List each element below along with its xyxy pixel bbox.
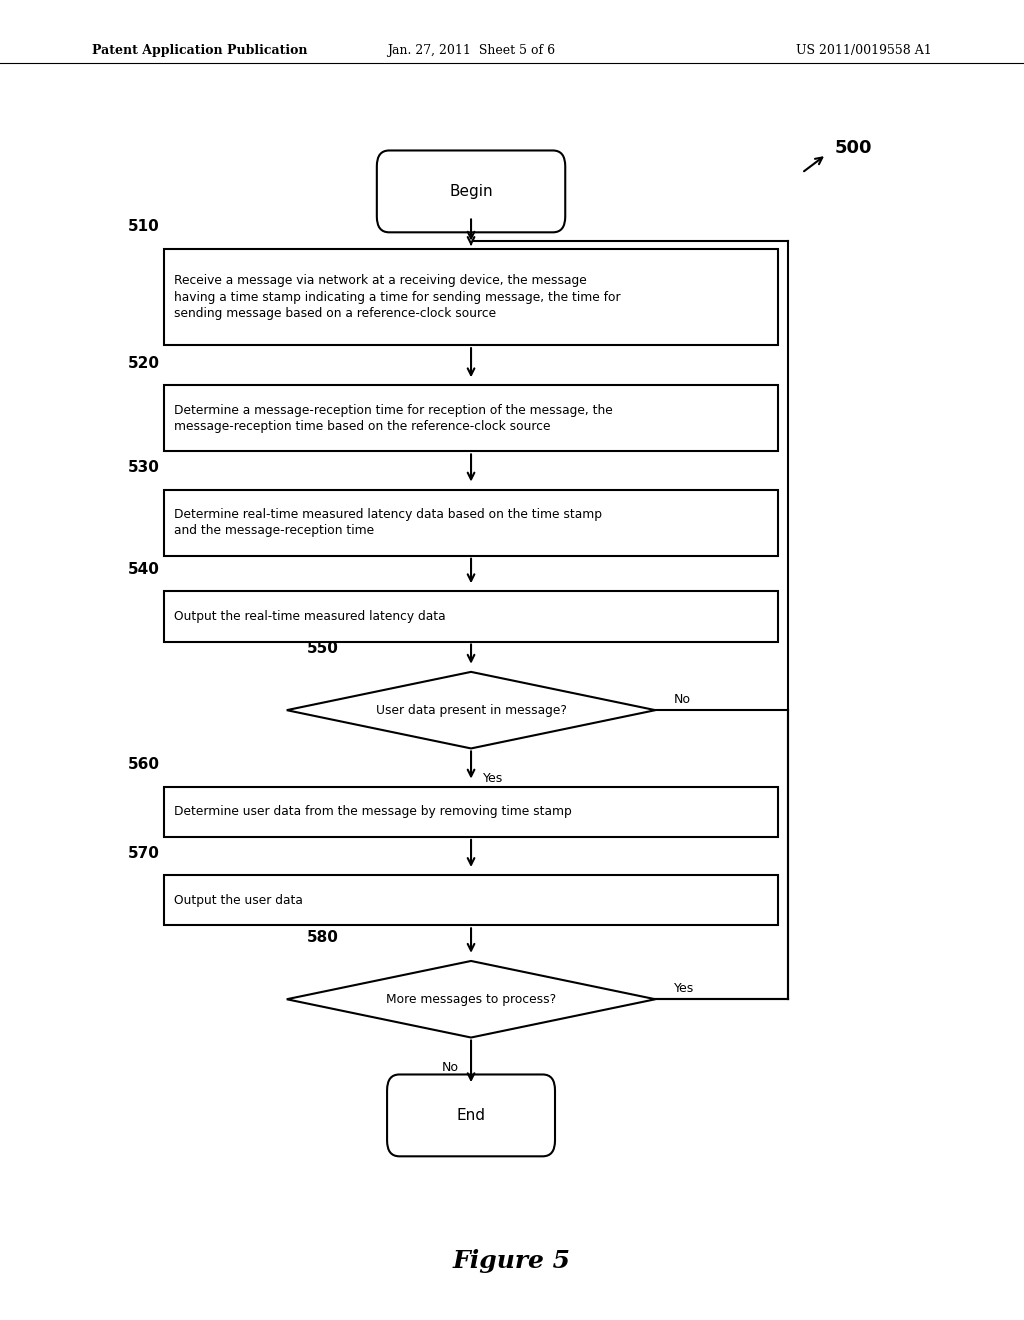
Text: Output the user data: Output the user data (174, 894, 303, 907)
Text: 540: 540 (128, 562, 160, 577)
Text: 550: 550 (307, 642, 339, 656)
Bar (164, 385, 778, 451)
Text: 520: 520 (128, 356, 160, 371)
Text: 560: 560 (128, 758, 160, 772)
Text: No: No (442, 1061, 459, 1074)
Text: US 2011/0019558 A1: US 2011/0019558 A1 (796, 44, 932, 57)
Text: 530: 530 (128, 461, 160, 475)
FancyBboxPatch shape (377, 150, 565, 232)
Text: Determine a message-reception time for reception of the message, the
message-rec: Determine a message-reception time for r… (174, 404, 612, 433)
Bar (164, 875, 778, 925)
Text: User data present in message?: User data present in message? (376, 704, 566, 717)
Text: More messages to process?: More messages to process? (386, 993, 556, 1006)
Text: Patent Application Publication: Patent Application Publication (92, 44, 307, 57)
Text: No: No (674, 693, 691, 706)
Text: End: End (457, 1107, 485, 1123)
Text: Jan. 27, 2011  Sheet 5 of 6: Jan. 27, 2011 Sheet 5 of 6 (387, 44, 555, 57)
Text: Receive a message via network at a receiving device, the message
having a time s: Receive a message via network at a recei… (174, 275, 621, 319)
Text: Figure 5: Figure 5 (453, 1249, 571, 1272)
Text: 570: 570 (128, 846, 160, 861)
Bar (164, 591, 778, 642)
Bar (164, 787, 778, 837)
Bar (164, 490, 778, 556)
Polygon shape (287, 961, 655, 1038)
Text: Begin: Begin (450, 183, 493, 199)
Text: Yes: Yes (674, 982, 694, 995)
Text: Output the real-time measured latency data: Output the real-time measured latency da… (174, 610, 445, 623)
Text: Determine user data from the message by removing time stamp: Determine user data from the message by … (174, 805, 571, 818)
Polygon shape (287, 672, 655, 748)
FancyBboxPatch shape (387, 1074, 555, 1156)
Text: 510: 510 (128, 219, 160, 235)
Text: Yes: Yes (483, 772, 504, 785)
Bar (164, 248, 778, 345)
Text: 580: 580 (307, 931, 339, 945)
Text: Determine real-time measured latency data based on the time stamp
and the messag: Determine real-time measured latency dat… (174, 508, 602, 537)
Text: 500: 500 (835, 139, 872, 157)
